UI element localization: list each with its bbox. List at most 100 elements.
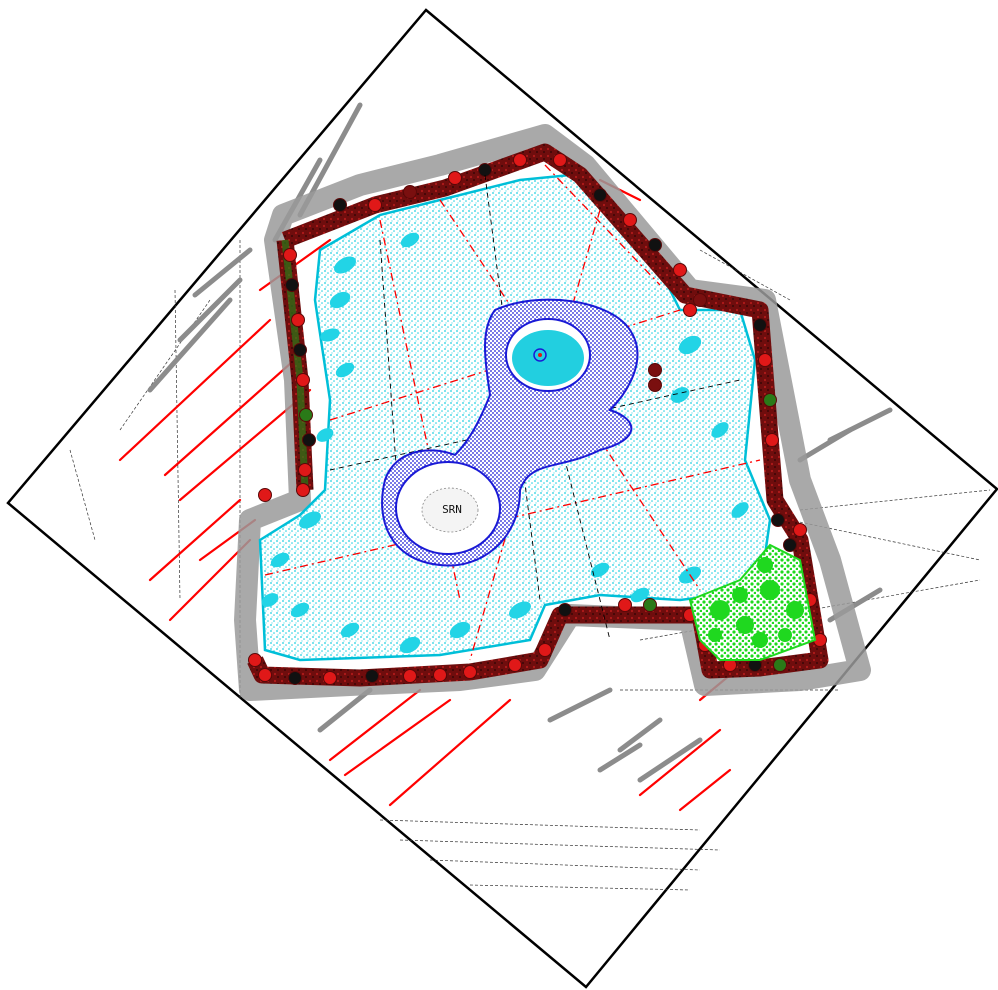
- red-setout-mark: [638, 728, 722, 797]
- shrub-markers: [248, 153, 827, 685]
- green-shrub: [757, 557, 773, 573]
- red-setout-mark: [328, 688, 422, 762]
- upper-pond-water: [512, 330, 584, 386]
- grey-hatch-mark: [547, 687, 613, 723]
- shrub-marker: [283, 248, 297, 262]
- shrub-marker: [593, 188, 607, 202]
- stepping-stone: [320, 328, 340, 342]
- stepping-stone: [678, 335, 702, 355]
- grey-hatch-mark: [637, 737, 703, 783]
- stepping-stone: [590, 562, 610, 578]
- shrub-marker: [463, 665, 477, 679]
- center-mark-label: SRN: [442, 503, 462, 516]
- red-setout-mark: [118, 318, 272, 462]
- stepping-stone: [711, 422, 729, 438]
- stepping-stone: [334, 256, 356, 274]
- shrub-marker: [648, 238, 662, 252]
- fountain-jet-icon: [538, 353, 542, 357]
- site-boundary: [6, 8, 998, 989]
- fountain-icon: [533, 348, 547, 362]
- shrub-marker: [293, 343, 307, 357]
- shrub-marker: [618, 598, 632, 612]
- shrub-marker: [773, 658, 787, 672]
- grey-hatch-mark: [617, 717, 663, 753]
- shrub-marker: [753, 318, 767, 332]
- green-shrub: [732, 587, 748, 603]
- shrub-marker: [288, 671, 302, 685]
- green-shrub: [778, 628, 792, 642]
- construction-line: [379, 819, 701, 831]
- shrub-marker: [333, 198, 347, 212]
- stepping-stone: [340, 622, 360, 638]
- grey-hatch-mark: [597, 742, 643, 773]
- water-feature: SRN: [381, 298, 639, 567]
- red-setout-mark: [343, 698, 452, 777]
- green-shrub: [786, 601, 804, 619]
- green-shrub: [708, 628, 722, 642]
- grey-hatch-mark: [797, 427, 853, 463]
- stepping-stone: [400, 232, 420, 248]
- shrub-marker: [771, 513, 785, 527]
- lower-pond-inner: [421, 487, 479, 533]
- shrub-marker: [683, 303, 697, 317]
- red-setout-mark: [148, 498, 242, 582]
- stepping-stone: [270, 552, 290, 568]
- red-setout-mark: [388, 698, 512, 807]
- green-shrub: [736, 616, 754, 634]
- red-setout-mark: [678, 768, 732, 812]
- construction-line: [174, 289, 181, 601]
- shrub-marker: [478, 163, 492, 177]
- shrub-marker: [648, 363, 662, 377]
- shrub-marker: [513, 153, 527, 167]
- stepping-stone: [335, 362, 355, 378]
- stepping-stone: [449, 621, 471, 639]
- grey-hatch-mark: [177, 277, 243, 343]
- shrub-marker: [365, 669, 379, 683]
- red-setout-mark: [163, 353, 302, 477]
- construction-line: [469, 884, 691, 891]
- gravel-border: [234, 124, 871, 701]
- shrub-marker: [538, 643, 552, 657]
- shrub-marker: [763, 393, 777, 407]
- stepping-stone: [299, 511, 321, 529]
- green-shrub: [752, 632, 768, 648]
- shrub-marker: [623, 213, 637, 227]
- grey-hatch-mark: [192, 247, 253, 298]
- stepping-stone: [731, 502, 749, 518]
- green-shrub: [760, 580, 780, 600]
- shrub-marker: [553, 153, 567, 167]
- shrub-marker: [693, 293, 707, 307]
- shrub-marker: [296, 373, 310, 387]
- stepping-stone: [670, 387, 690, 403]
- stepping-stone: [316, 428, 334, 442]
- shrub-marker: [258, 488, 272, 502]
- shrub-marker: [302, 433, 316, 447]
- stepping-stone: [329, 291, 351, 309]
- grey-hatch-mark: [147, 297, 233, 393]
- stepping-stones: [261, 232, 749, 654]
- shrub-marker: [783, 538, 797, 552]
- stepping-stone: [399, 636, 421, 654]
- shrub-marker: [291, 313, 305, 327]
- construction-line: [799, 489, 991, 511]
- shrub-marker: [448, 171, 462, 185]
- grey-hatch-mark: [317, 687, 373, 733]
- shrub-marker: [403, 185, 417, 199]
- shrub-marker: [673, 263, 687, 277]
- shrub-marker: [368, 198, 382, 212]
- shrub-marker: [793, 523, 807, 537]
- shrub-marker: [299, 408, 313, 422]
- shrub-marker: [323, 671, 337, 685]
- construction-line: [429, 859, 701, 871]
- stepping-stone: [630, 587, 650, 603]
- stepping-stone: [261, 593, 279, 607]
- construction-line: [69, 449, 96, 541]
- shrub-marker: [508, 658, 522, 672]
- shrub-marker: [298, 463, 312, 477]
- green-shrubs: [708, 557, 804, 648]
- shrub-marker: [258, 668, 272, 682]
- shrub-marker: [296, 483, 310, 497]
- shrub-marker: [403, 669, 417, 683]
- shrub-marker: [758, 353, 772, 367]
